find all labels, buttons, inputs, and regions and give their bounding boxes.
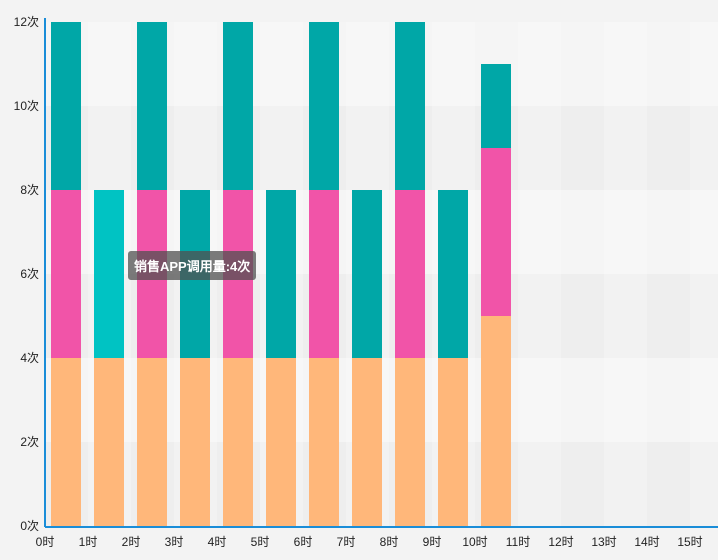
x-tick-label: 1时	[79, 535, 98, 549]
bar-segment	[180, 358, 210, 526]
x-tick-label: 4时	[208, 535, 227, 549]
bar-segment	[94, 190, 124, 358]
bar-segment	[51, 190, 81, 358]
x-tick-label: 7时	[337, 535, 356, 549]
bar-segment	[352, 190, 382, 358]
x-tick-label: 15时	[677, 535, 702, 549]
y-tick-labels: 0次 2次 4次 6次 8次 10次 12次	[14, 15, 39, 533]
bar-segment	[223, 358, 253, 526]
y-tick-label: 6次	[20, 267, 39, 281]
x-tick-label: 11时	[506, 535, 530, 549]
bar-segment	[395, 358, 425, 526]
bar-segment	[481, 148, 511, 316]
bar-segment	[51, 358, 81, 526]
x-tick-label: 3时	[165, 535, 184, 549]
y-tick-label: 8次	[20, 183, 39, 197]
y-tick-label: 12次	[14, 15, 39, 29]
bar-segment	[481, 64, 511, 148]
bar-segment	[438, 190, 468, 358]
background-column	[604, 22, 647, 526]
y-tick-label: 4次	[20, 351, 39, 365]
x-tick-label: 12时	[548, 535, 573, 549]
x-tick-label: 5时	[251, 535, 270, 549]
x-tick-label: 0时	[36, 535, 55, 549]
x-tick-label: 14时	[634, 535, 659, 549]
bar-segment	[266, 190, 296, 358]
background-column	[690, 22, 718, 526]
bar-segment	[352, 358, 382, 526]
x-tick-label: 9时	[423, 535, 442, 549]
bar-segment	[395, 190, 425, 358]
x-tick-label: 8时	[380, 535, 399, 549]
x-tick-labels: 0时 1时 2时 3时 4时 5时 6时 7时 8时 9时 10时 11时 12时 13时 14时 15时	[36, 535, 703, 549]
bar-segment	[309, 358, 339, 526]
bars-layer	[51, 22, 511, 526]
bar-segment	[51, 22, 81, 190]
background-column	[518, 22, 561, 526]
bar-segment	[94, 358, 124, 526]
bar-segment	[137, 358, 167, 526]
axes-layer	[44, 18, 718, 528]
x-tick-label: 2时	[122, 535, 141, 549]
bar-segment	[137, 22, 167, 190]
bar-segment	[481, 316, 511, 526]
y-tick-label: 0次	[20, 519, 39, 533]
bar-segment	[309, 22, 339, 190]
y-tick-label: 2次	[20, 435, 39, 449]
x-tick-label: 13时	[591, 535, 616, 549]
bar-segment	[266, 358, 296, 526]
x-tick-label: 6时	[294, 535, 313, 549]
bar-segment	[223, 22, 253, 190]
bar-segment	[395, 22, 425, 190]
y-tick-label: 10次	[14, 99, 39, 113]
bar-segment	[309, 190, 339, 358]
bar-segment	[438, 358, 468, 526]
x-tick-label: 10时	[462, 535, 487, 549]
bar-tooltip: 销售APP调用量:4次	[128, 251, 257, 280]
